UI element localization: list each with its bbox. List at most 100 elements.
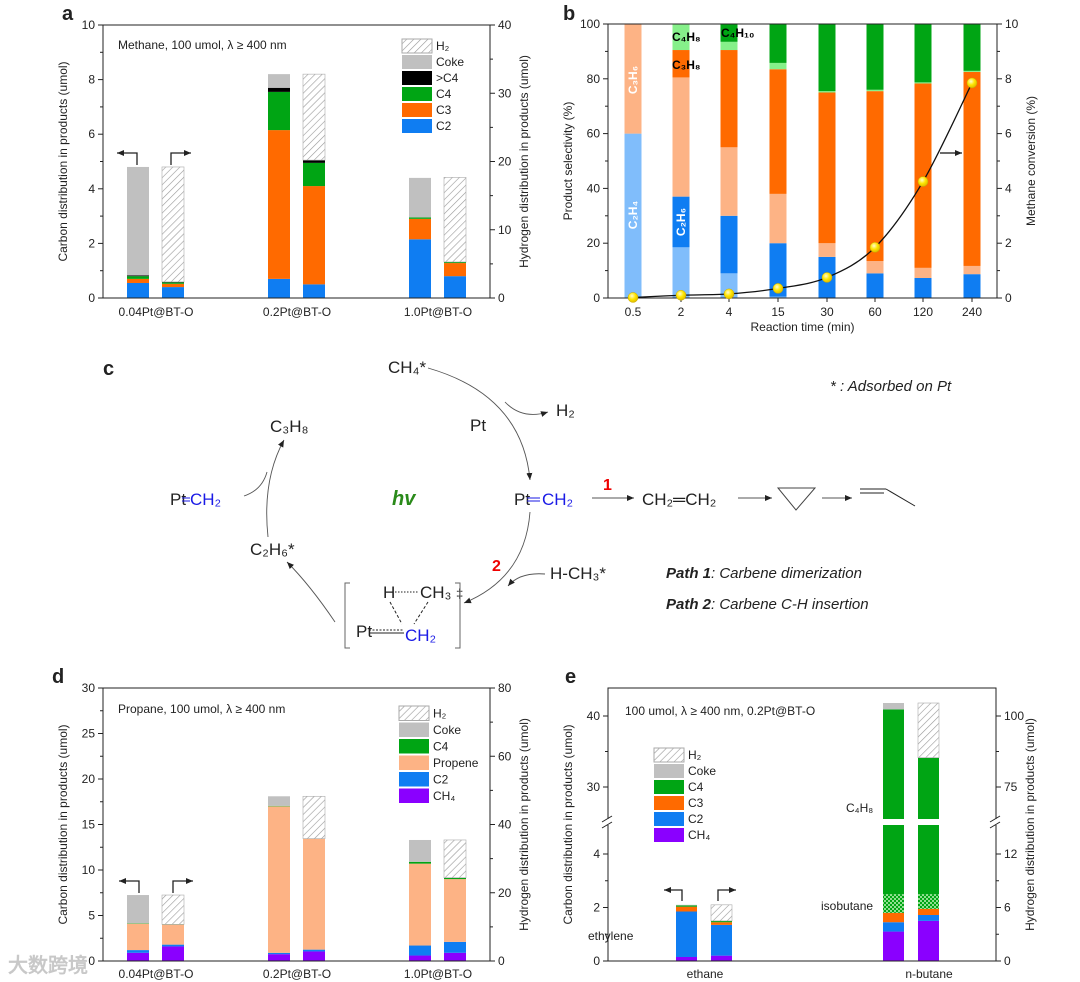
bar-hydrogen-1.0Pt@BT-O	[443, 177, 467, 298]
bar-segment-H2	[710, 904, 733, 922]
bar-segment-C2H6	[963, 274, 981, 298]
bar-segment-C4H8	[963, 70, 981, 72]
h2-product: H₂	[556, 401, 575, 420]
bar-segment-CH4	[676, 956, 697, 961]
arrow-right-axis	[170, 150, 191, 165]
x-axis-label: Reaction time (min)	[750, 320, 854, 334]
bar-segment-C4H8	[914, 82, 932, 84]
ts-dashed	[389, 601, 403, 625]
bar-segment-Propene	[162, 924, 184, 945]
bar-carbon-n-butane	[883, 703, 904, 961]
y2-axis-label: Methane conversion (%)	[1024, 96, 1038, 226]
y2-tick-label: 100	[1004, 709, 1024, 723]
bar-segment-C2H4	[672, 247, 690, 298]
y-tick-label: 0	[593, 954, 600, 968]
bar-segment-H2	[161, 894, 185, 925]
bar-segment-C2H6	[914, 277, 932, 298]
bar-segment-Propene	[127, 923, 149, 951]
c3h8-product: C₃H₈	[270, 417, 309, 436]
y2-tick-label: 20	[498, 886, 512, 900]
annotation-isobutane: isobutane	[821, 899, 873, 913]
y2-tick-label: 0	[1004, 954, 1011, 968]
legend-label: Coke	[688, 764, 716, 778]
y-tick-label: 6	[88, 127, 95, 141]
legend-swatch-C4	[399, 739, 429, 754]
legend-label: C3	[436, 103, 452, 117]
legend-swatch-C4	[402, 87, 432, 101]
bar-segment-Propene	[268, 806, 290, 953]
hv-label: hv	[392, 488, 417, 510]
bar-segment-CH4	[303, 951, 325, 961]
bar-segment-C3H8	[963, 71, 981, 266]
bar-segment-C3	[883, 912, 904, 923]
bar-segment-CH4	[444, 952, 466, 961]
bar-segment-C3	[268, 130, 290, 279]
y2-tick-label: 10	[1005, 17, 1019, 31]
legend-label: Coke	[433, 723, 461, 737]
ts-h: H	[383, 583, 395, 602]
x-tick-label: 120	[913, 305, 933, 319]
label-c3h8: C₃H₈	[672, 58, 701, 72]
arrow-path2	[463, 511, 531, 604]
bar-segment-CH4	[711, 955, 732, 961]
bar-time-15	[769, 24, 787, 298]
y-tick-label: 25	[82, 727, 96, 741]
y2-tick-label: 12	[1004, 847, 1018, 861]
bar-segment-C4H8	[672, 24, 690, 51]
y2-tick-label: 40	[498, 18, 512, 32]
axis-break-right	[990, 819, 1002, 825]
axis-break-mark	[601, 821, 613, 829]
bar-hydrogen-0.2Pt@BT-O	[302, 795, 326, 961]
bar-segment-CH4	[918, 920, 939, 961]
bar-carbon-0.2Pt@BT-O	[268, 74, 290, 298]
legend-swatch-C3	[654, 796, 684, 810]
ts-ch3: CH₃	[420, 583, 451, 602]
y2-tick-label: 2	[1005, 236, 1012, 250]
bracket-left	[344, 582, 350, 649]
conversion-point	[966, 77, 978, 89]
x-tick-label: 0.2Pt@BT-O	[263, 305, 331, 319]
panel-d: d 0 5 10 15 20 25 30 0 20 40 60 80 Carbon distributio…	[52, 666, 531, 981]
bar-segment-H2	[443, 177, 467, 263]
bar-segment-C2H6	[866, 273, 884, 298]
y-tick-label: 2	[593, 901, 600, 915]
y-tick-label: 5	[88, 909, 95, 923]
panel-label: c	[103, 358, 114, 380]
y2-tick-label: 4	[1005, 181, 1012, 195]
bar-segment-C2	[918, 914, 939, 921]
axis-break-gap	[870, 819, 950, 825]
legend-swatch-CH4	[654, 828, 684, 842]
bar-segment-Coke	[883, 703, 904, 710]
conversion-point	[869, 242, 881, 253]
plot-frame	[607, 23, 998, 299]
bar-segment-C4	[127, 276, 149, 279]
legend-label: Propene	[433, 756, 479, 770]
bar-segment-C3	[444, 263, 466, 277]
bar-segment-Coke	[676, 904, 697, 906]
bar-segment-C3H8	[914, 83, 932, 268]
y2-tick-label: 30	[498, 86, 512, 100]
path1-number: 1	[603, 477, 612, 494]
bar-segment-C3H8	[818, 92, 836, 244]
chart-annotation: Propane, 100 umol, λ ≥ 400 nm	[118, 702, 285, 716]
arrow-carbene-join	[243, 471, 268, 497]
legend-label: C2	[433, 773, 449, 787]
bar-segment-C3H6	[963, 265, 981, 275]
y2-axis-label: Hydrogen distribution in products (umol)	[517, 718, 531, 931]
bar-segment-Coke	[268, 74, 290, 88]
bar-segment-C2	[127, 950, 149, 953]
y2-tick-label: 6	[1005, 127, 1012, 141]
bar-segment-C3	[162, 283, 184, 288]
pt-left: Pt	[170, 490, 186, 509]
y-tick-label: 0	[88, 954, 95, 968]
label-c4h10: C₄H₁₀	[721, 26, 754, 40]
label-c4h8: C₄H₈	[672, 30, 701, 44]
bar-segment-CH4	[883, 931, 904, 961]
y-tick-label: 30	[587, 780, 601, 794]
bar-segment-C2	[162, 287, 184, 298]
conversion-point	[772, 283, 784, 294]
bar-hydrogen-ethane	[710, 904, 733, 961]
bar-segment-C2H4	[769, 296, 787, 298]
